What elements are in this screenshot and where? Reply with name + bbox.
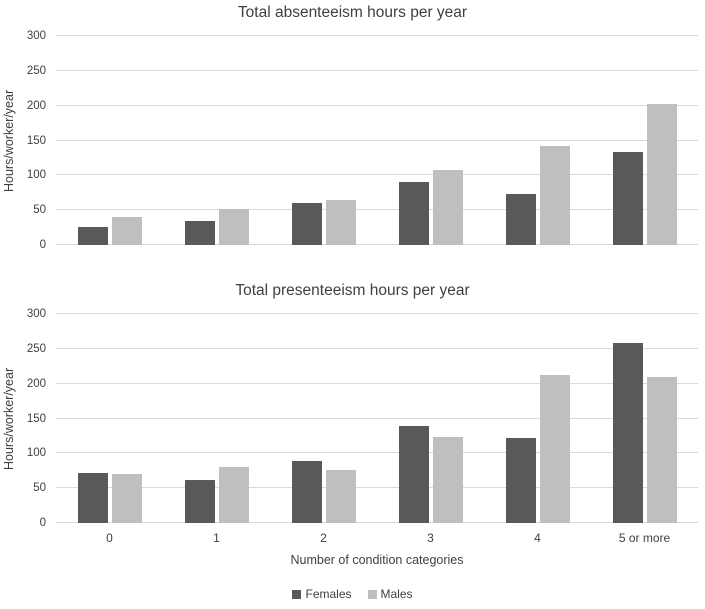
gridline <box>56 382 698 384</box>
plot-area <box>56 313 698 523</box>
gridline <box>56 244 698 245</box>
y-tick-label: 300 <box>26 30 46 42</box>
presenteeism-chart: Total presenteeism hours per year Hours/… <box>0 272 705 550</box>
y-tick-label: 150 <box>26 412 46 425</box>
y-axis-label: Hours/worker/year <box>2 89 16 192</box>
gridline <box>56 522 698 523</box>
bar-group-2 <box>270 314 377 523</box>
bar-group-0 <box>56 36 163 245</box>
x-axis-tick-labels: 0 1 2 3 4 5 or more <box>56 523 698 550</box>
y-axis-label: Hours/worker/year <box>2 367 16 470</box>
bar-males-2 <box>325 470 356 523</box>
bar-females-2 <box>291 203 322 245</box>
gridline <box>56 139 698 141</box>
x-tick-label: 2 <box>320 531 327 545</box>
x-tick-label: 3 <box>427 531 434 545</box>
bar-group-1 <box>163 314 270 523</box>
y-tick-label: 250 <box>26 64 46 77</box>
y-axis-tick-labels: 0 50 100 150 200 250 300 <box>18 30 56 251</box>
bar-groups <box>56 36 698 245</box>
y-tick-label: 0 <box>39 239 46 251</box>
bar-males-0 <box>111 217 142 245</box>
bar-group-2 <box>270 36 377 245</box>
bar-females-1 <box>184 479 215 523</box>
males-swatch-icon <box>367 589 377 599</box>
gridline <box>56 209 698 211</box>
bar-males-4 <box>539 146 570 245</box>
gridline <box>56 174 698 176</box>
gridline <box>56 104 698 106</box>
x-axis-title: Number of condition categories <box>290 553 464 567</box>
bar-group-5-or-more <box>591 36 698 245</box>
bar-males-3 <box>432 437 463 523</box>
bar-females-4 <box>505 194 536 245</box>
y-tick-label: 100 <box>26 447 46 460</box>
bar-females-4 <box>505 438 536 523</box>
gridline <box>56 313 698 314</box>
bar-group-3 <box>377 36 484 245</box>
y-tick-label: 250 <box>26 342 46 355</box>
bar-females-0 <box>77 472 108 523</box>
bar-males-4 <box>539 375 570 523</box>
y-tick-label: 50 <box>33 204 46 217</box>
bar-females-2 <box>291 461 322 523</box>
bar-groups <box>56 314 698 523</box>
bar-males-1 <box>218 208 249 245</box>
bar-females-5-or-more <box>612 342 643 523</box>
gridline <box>56 35 698 36</box>
bar-females-3 <box>398 426 429 523</box>
chart-title-absenteeism: Total absenteeism hours per year <box>237 4 468 21</box>
gridline <box>56 452 698 454</box>
plot-area <box>56 35 698 245</box>
bar-females-3 <box>398 182 429 245</box>
bar-group-4 <box>484 36 591 245</box>
legend: Females Males <box>0 587 705 601</box>
absenteeism-chart: Total absenteeism hours per year Hours/w… <box>0 0 705 251</box>
females-swatch-icon <box>292 589 302 599</box>
bar-group-5-or-more <box>591 314 698 523</box>
gridline <box>56 347 698 349</box>
x-tick-label: 1 <box>213 531 220 545</box>
bar-males-3 <box>432 169 463 245</box>
bar-females-5-or-more <box>612 151 643 245</box>
y-tick-label: 300 <box>26 308 46 320</box>
y-tick-label: 150 <box>26 134 46 147</box>
x-tick-label: 5 or more <box>618 531 671 545</box>
gridline <box>56 487 698 489</box>
legend-label-females: Females <box>305 587 352 601</box>
legend-item-females: Females <box>292 587 352 601</box>
gridline <box>56 69 698 71</box>
bar-group-3 <box>377 314 484 523</box>
bar-group-4 <box>484 314 591 523</box>
bar-females-0 <box>77 226 108 245</box>
gridline <box>56 417 698 419</box>
y-tick-label: 200 <box>26 99 46 112</box>
bar-males-0 <box>111 474 142 523</box>
y-axis-tick-labels: 0 50 100 150 200 250 300 <box>18 308 56 529</box>
bar-males-5-or-more <box>646 377 677 523</box>
y-tick-label: 200 <box>26 377 46 390</box>
bar-males-1 <box>218 467 249 523</box>
y-tick-label: 100 <box>26 169 46 182</box>
bar-males-2 <box>325 200 356 245</box>
bar-group-0 <box>56 314 163 523</box>
legend-item-males: Males <box>367 587 413 601</box>
chart-title-presenteeism: Total presenteeism hours per year <box>235 282 470 299</box>
y-tick-label: 50 <box>33 482 46 495</box>
x-tick-label: 0 <box>106 531 113 545</box>
bar-group-1 <box>163 36 270 245</box>
bar-males-5-or-more <box>646 104 677 245</box>
legend-label-males: Males <box>380 587 413 601</box>
x-tick-label: 4 <box>534 531 541 545</box>
y-tick-label: 0 <box>39 517 46 529</box>
bar-females-1 <box>184 220 215 245</box>
